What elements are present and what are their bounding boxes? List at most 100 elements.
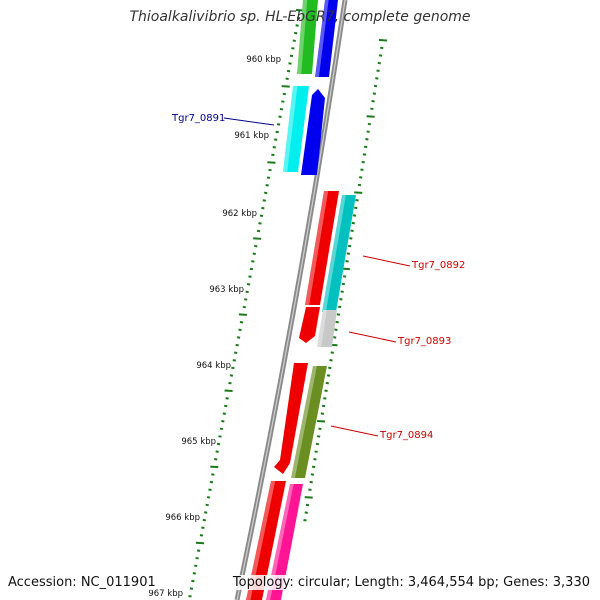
gene-block-blue[interactable]	[315, 0, 338, 77]
inner-scale-tick	[219, 427, 224, 431]
inner-scale-tick	[253, 237, 262, 240]
outer-scale-tick	[362, 153, 367, 156]
outer-scale-tick	[352, 214, 357, 217]
map-title: Thioalkalivibrio sp. HL-EbGR7, complete …	[129, 9, 471, 25]
backbone-highlight	[236, 0, 346, 600]
gene-arrow-red[interactable]	[299, 307, 320, 343]
inner-scale-tick	[286, 69, 291, 73]
outer-scale-tick	[310, 473, 315, 476]
scale-label: 966 kbp	[165, 513, 200, 523]
inner-scale-tick	[195, 541, 205, 545]
outer-scale-tick	[354, 191, 363, 194]
outer-scale-tick	[351, 221, 355, 225]
inner-scale-tick	[206, 496, 211, 499]
inner-scale-tick	[271, 153, 275, 157]
gene-arrow-blue[interactable]	[301, 89, 325, 175]
inner-scale-tick	[251, 260, 255, 263]
inner-scale-tick	[222, 412, 226, 415]
inner-scale-tick	[242, 305, 246, 309]
gene-arrow-red-2[interactable]	[274, 363, 308, 474]
inner-scale-tick	[238, 313, 247, 316]
gene-labels[interactable]: Tgr7_0891 Tgr7_0892 Tgr7_0893 Tgr7_0894	[171, 113, 465, 441]
inner-scale-tick	[204, 511, 208, 514]
outer-scale-tick	[316, 435, 321, 438]
scale-label: 961 kbp	[234, 131, 269, 141]
outer-scale-tick	[380, 46, 384, 50]
outer-scale-tick	[333, 336, 337, 339]
gene-label-leader	[348, 331, 397, 343]
gene-block-teal-shine	[322, 195, 346, 312]
outer-scale-tick	[336, 313, 341, 316]
gene-block-magenta-shine	[266, 484, 294, 600]
outer-scale-tick	[321, 404, 326, 408]
gene-block-teal[interactable]	[322, 195, 356, 312]
inner-scale-tick	[224, 389, 233, 393]
outer-scale-tick	[304, 496, 313, 499]
outer-scale-tick	[350, 229, 354, 232]
scale-label: 965 kbp	[181, 437, 216, 447]
outer-scale-tick	[303, 519, 307, 522]
outer-scale-tick	[375, 77, 379, 80]
outer-scale-tick	[330, 351, 334, 354]
outer-scale-tick	[360, 168, 364, 172]
genome-backbone	[234, 0, 348, 600]
gene-block-red-3-shine	[246, 481, 276, 600]
gene-block-olive[interactable]	[291, 366, 327, 478]
gene-block-red-3[interactable]	[246, 481, 286, 600]
outer-scale-tick	[354, 206, 358, 210]
outer-scale-tick	[315, 442, 320, 446]
outer-scale-tick	[370, 107, 374, 111]
outer-scale-tick	[324, 389, 328, 392]
inner-scale-tick	[276, 123, 281, 126]
gene-label-tgr7_0892[interactable]: Tgr7_0892	[411, 260, 465, 271]
outer-scale-tick	[361, 160, 365, 164]
outer-scale-tick	[347, 244, 352, 248]
outer-scale-tick	[308, 488, 312, 492]
outer-scale-tick	[355, 199, 359, 202]
scale-labels: 960 kbp 961 kbp 962 kbp 963 kbp 964 kbp 965 k…	[148, 55, 281, 599]
outer-scale-tick	[378, 39, 388, 42]
inner-scale-tick	[246, 282, 251, 286]
inner-scale-tick	[252, 252, 256, 256]
gene-label-tgr7_0893[interactable]: Tgr7_0893	[397, 336, 451, 347]
inner-scale-tick	[288, 62, 292, 65]
gene-block-blue-shine	[315, 0, 329, 77]
gene-block-gray[interactable]	[317, 310, 337, 347]
gene-label-leader	[330, 425, 379, 437]
outer-scale-tick	[366, 115, 375, 118]
outer-scale-tick	[338, 305, 342, 309]
inner-scale-tick	[228, 381, 232, 385]
inner-scale-tick	[235, 343, 239, 347]
scale-label: 960 kbp	[246, 55, 281, 65]
inner-scale-tick	[262, 199, 266, 202]
gene-block-cyan-shine	[283, 86, 298, 172]
inner-scale-tick	[218, 435, 222, 438]
inner-scale-tick	[239, 321, 244, 324]
inner-scale-tick	[268, 168, 272, 172]
inner-scale-tick	[210, 465, 219, 469]
gene-label-tgr7_0894[interactable]: Tgr7_0894	[379, 430, 433, 441]
gene-block-red-1[interactable]	[305, 191, 339, 305]
inner-scale-tick	[266, 176, 271, 179]
outer-scale-tick	[334, 328, 338, 332]
gene-label-leader	[223, 117, 275, 126]
scale-label: 967 kbp	[148, 589, 183, 599]
outer-scale-tick	[305, 503, 310, 507]
gene-block-magenta[interactable]	[266, 484, 303, 600]
gene-block-green-shine	[297, 0, 308, 74]
inner-scale-tick	[256, 229, 261, 233]
outer-scale-tick	[325, 381, 329, 385]
inner-scale-tick	[196, 549, 201, 552]
inner-scale-tick	[281, 100, 285, 103]
inner-scale-tick	[258, 222, 262, 225]
outer-scale-tick	[371, 99, 375, 103]
outer-scale-tick	[304, 511, 308, 514]
inner-scale-tick	[245, 290, 249, 294]
gene-label-tgr7_0891[interactable]: Tgr7_0891	[171, 113, 225, 124]
gene-block-cyan[interactable]	[283, 86, 309, 172]
inner-scale-tick	[275, 130, 279, 134]
gene-block-green[interactable]	[297, 0, 318, 74]
inner-scale-tick	[205, 503, 209, 507]
outer-scale-tick	[309, 480, 313, 484]
